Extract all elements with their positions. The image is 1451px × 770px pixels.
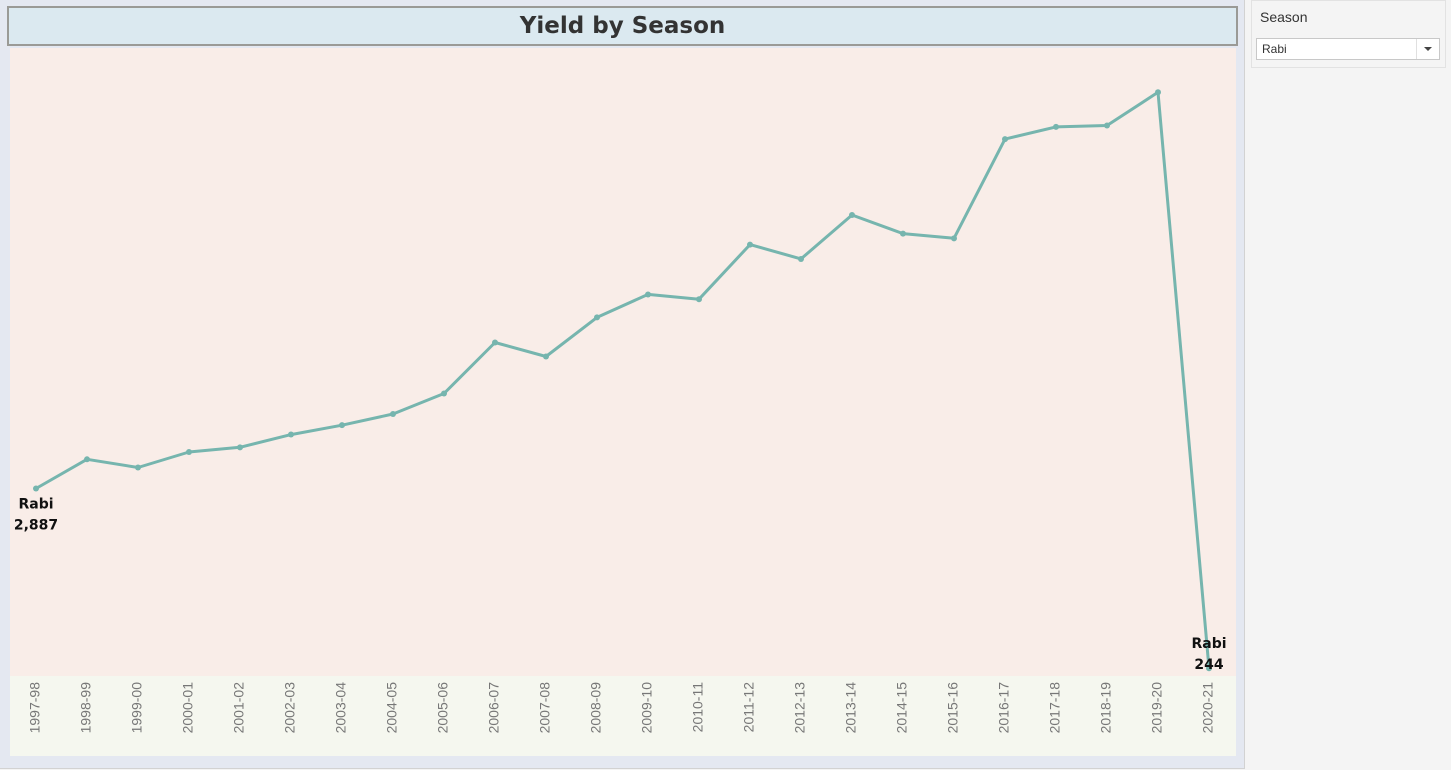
season-dropdown[interactable]: Rabi [1256, 38, 1440, 60]
data-point[interactable] [186, 448, 192, 455]
data-point[interactable] [696, 296, 702, 303]
data-point[interactable] [1002, 136, 1008, 143]
x-tick-label: 1998-99 [78, 682, 94, 734]
data-point[interactable] [1206, 665, 1212, 672]
data-point[interactable] [288, 431, 294, 438]
data-point[interactable] [1104, 122, 1110, 129]
point-label-series: Rabi [1191, 636, 1226, 652]
data-point[interactable] [339, 422, 345, 429]
x-tick-label: 2009-10 [639, 682, 655, 734]
season-filter: Season Rabi [1251, 0, 1446, 68]
x-tick-label: 2000-01 [180, 682, 196, 734]
x-tick-label: 2004-05 [384, 682, 400, 734]
data-point[interactable] [33, 485, 39, 492]
series-line-rabi [35, 90, 1211, 669]
x-tick-label: 2018-19 [1098, 682, 1114, 734]
x-axis-background [10, 676, 1236, 756]
chart-area[interactable]: 1997-98 1998-99 1999-00 2000-01 2001-02 2002-… [10, 48, 1236, 758]
data-point[interactable] [951, 235, 957, 242]
x-tick-label: 1999-00 [129, 682, 145, 734]
data-point[interactable] [543, 353, 549, 360]
chart-title: Yield by Season [519, 13, 726, 39]
x-tick-label: 1997-98 [27, 682, 43, 734]
x-tick-label: 2007-08 [537, 682, 553, 734]
data-point[interactable] [492, 339, 498, 346]
x-tick-label: 2016-17 [996, 682, 1012, 734]
x-tick-label: 2017-18 [1047, 682, 1063, 734]
chevron-down-icon[interactable] [1416, 39, 1439, 59]
x-tick-label: 2006-07 [486, 682, 502, 734]
data-point[interactable] [798, 255, 804, 262]
data-point[interactable] [594, 314, 600, 321]
data-point[interactable] [1053, 123, 1059, 130]
data-point[interactable] [237, 444, 243, 451]
x-tick-label: 2008-09 [588, 682, 604, 734]
line-chart[interactable]: 1997-98 1998-99 1999-00 2000-01 2001-02 2002-… [10, 48, 1236, 758]
plot-background [10, 48, 1236, 676]
data-point[interactable] [441, 390, 447, 397]
chart-title-bar: Yield by Season [7, 6, 1238, 46]
dashboard: Yield by Season 1997-98 1998-99 1999-00 200… [0, 0, 1245, 769]
x-tick-label: 2011-12 [741, 682, 757, 733]
x-tick-label: 2003-04 [333, 682, 349, 734]
x-tick-label: 2014-15 [894, 682, 910, 734]
x-tick-label: 2015-16 [945, 682, 961, 734]
data-point[interactable] [1155, 89, 1161, 96]
x-tick-label: 2020-21 [1200, 682, 1216, 734]
x-tick-label: 2002-03 [282, 682, 298, 734]
point-label-series: Rabi [18, 496, 53, 512]
x-tick-label: 2019-20 [1149, 682, 1165, 734]
x-tick-label: 2013-14 [843, 682, 859, 734]
x-tick-label: 2005-06 [435, 682, 451, 734]
point-label-value: 244 [1194, 657, 1223, 673]
data-point[interactable] [84, 456, 90, 463]
data-point[interactable] [135, 464, 141, 471]
data-point[interactable] [747, 241, 753, 248]
data-point[interactable] [849, 212, 855, 219]
data-point[interactable] [390, 411, 396, 418]
data-point[interactable] [645, 291, 651, 298]
season-dropdown-value: Rabi [1262, 42, 1287, 56]
data-point[interactable] [900, 230, 906, 237]
filter-title: Season [1260, 9, 1308, 25]
x-tick-label: 2001-02 [231, 682, 247, 734]
x-tick-label: 2010-11 [690, 682, 706, 733]
point-label-value: 2,887 [14, 517, 58, 533]
x-tick-label: 2012-13 [792, 682, 808, 734]
